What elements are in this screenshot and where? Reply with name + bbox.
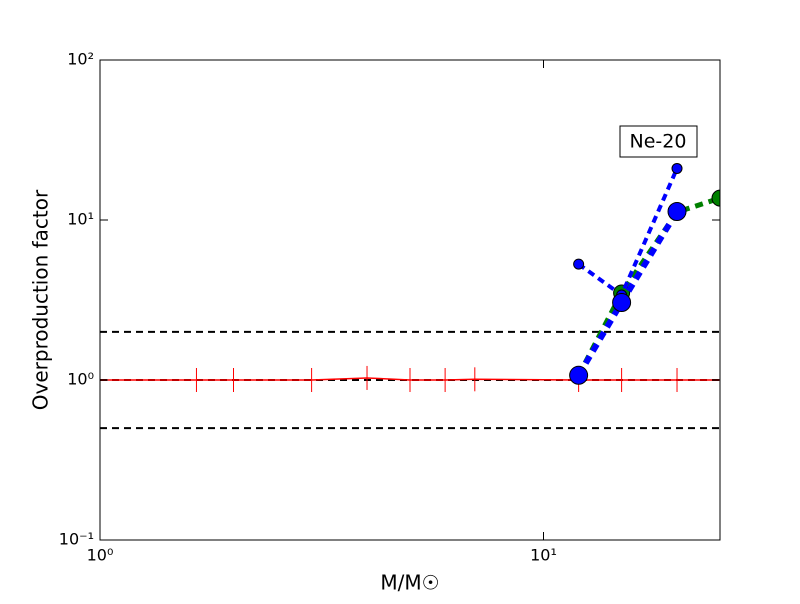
y-axis-label: Overproduction factor (29, 189, 53, 410)
marker (569, 365, 589, 385)
y-tick-label: 10⁻¹ (59, 530, 94, 549)
y-tick-label: 10⁰ (67, 370, 94, 389)
series-line (100, 377, 720, 381)
y-tick-label: 10² (67, 50, 94, 69)
annotation: Ne-20 (630, 131, 687, 153)
marker (711, 189, 720, 207)
marker (612, 293, 632, 313)
marker (573, 258, 585, 270)
marker (671, 162, 683, 174)
x-tick-label: 10⁰ (87, 546, 114, 565)
marker (667, 202, 687, 222)
annotation-box (619, 125, 698, 158)
plot-area (100, 162, 720, 430)
x-axis-label: M/M☉ (380, 571, 439, 595)
x-tick-label: 10¹ (530, 546, 557, 565)
axes-frame (99, 59, 721, 541)
y-tick-label: 10¹ (67, 210, 94, 229)
